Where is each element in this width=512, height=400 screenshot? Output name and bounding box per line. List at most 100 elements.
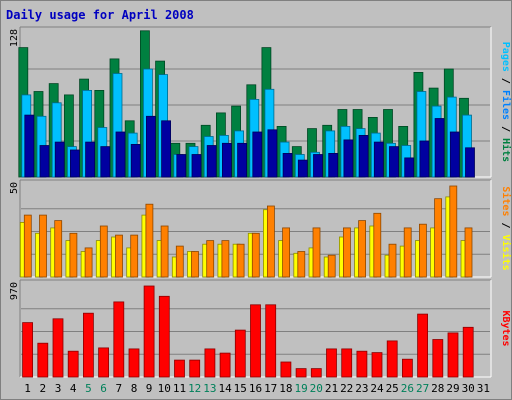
- series-label-part: /: [500, 72, 511, 90]
- x-tick-label-day-8: 8: [131, 382, 138, 395]
- bar-sites-day-6: [99, 225, 108, 278]
- bar-kbytes-day-29: [447, 332, 459, 378]
- series-label-part: Hits: [500, 138, 512, 162]
- bar-pages-day-28: [434, 118, 445, 178]
- x-tick-label-day-10: 10: [158, 382, 171, 395]
- bar-kbytes-day-17: [265, 304, 277, 378]
- bar-pages-day-12: [191, 154, 202, 178]
- bar-sites-day-23: [358, 220, 367, 278]
- bar-sites-day-21: [327, 254, 336, 278]
- bar-pages-day-16: [252, 131, 263, 178]
- bar-sites-day-25: [388, 243, 397, 278]
- bar-pages-day-5: [85, 141, 95, 178]
- series-label-part: /: [500, 120, 511, 138]
- bar-pages-day-10: [161, 120, 172, 178]
- bar-kbytes-day-14: [219, 352, 231, 378]
- bar-pages-day-29: [449, 131, 460, 178]
- bar-kbytes-day-22: [341, 348, 353, 378]
- bar-pages-day-6: [100, 146, 111, 178]
- series-label-part: Visits: [500, 235, 512, 271]
- bar-sites-day-12: [191, 251, 199, 278]
- bar-pages-day-14: [221, 142, 232, 178]
- panel-2-max-label: 970: [9, 282, 20, 300]
- bar-pages-day-24: [373, 141, 384, 178]
- bar-sites-day-11: [175, 245, 184, 278]
- chart-title: Daily usage for April 2008: [6, 8, 194, 22]
- x-tick-label-day-22: 22: [340, 382, 353, 395]
- bar-pages-day-9: [145, 115, 156, 178]
- x-tick-label-day-17: 17: [264, 382, 277, 395]
- bar-sites-day-4: [69, 232, 78, 278]
- x-tick-label-day-16: 16: [249, 382, 262, 395]
- bar-pages-day-20: [313, 154, 323, 178]
- bar-kbytes-day-3: [52, 318, 64, 378]
- x-tick-label-day-4: 4: [70, 382, 77, 395]
- x-tick-label-day-29: 29: [446, 382, 459, 395]
- bar-sites-day-14: [221, 240, 230, 278]
- bar-kbytes-day-20: [310, 368, 322, 378]
- x-tick-label-day-23: 23: [355, 382, 368, 395]
- series-label-part: Files: [500, 90, 512, 120]
- bar-kbytes-day-24: [371, 352, 383, 378]
- bar-sites-day-10: [160, 225, 169, 278]
- bar-pages-day-8: [130, 143, 141, 178]
- bar-sites-day-5: [84, 247, 93, 278]
- bar-kbytes-day-4: [67, 350, 79, 378]
- x-tick-label-day-24: 24: [370, 382, 384, 395]
- x-tick-label-day-27: 27: [416, 382, 429, 395]
- bar-kbytes-day-21: [326, 348, 337, 378]
- x-tick-label-day-1: 1: [24, 382, 31, 395]
- bar-pages-day-30: [465, 147, 475, 178]
- x-tick-label-day-31: 31: [477, 382, 490, 395]
- series-label-part: /: [500, 216, 511, 234]
- bar-pages-day-27: [419, 140, 430, 178]
- x-tick-label-day-14: 14: [218, 382, 232, 395]
- bar-pages-day-4: [70, 149, 80, 178]
- series-label-part: Sites: [500, 186, 512, 216]
- bar-sites-day-2: [39, 214, 47, 278]
- bar-pages-day-21: [328, 152, 339, 178]
- bar-sites-day-27: [418, 223, 427, 278]
- x-tick-label-day-28: 28: [431, 382, 444, 395]
- panel-1-max-label: 50: [9, 182, 20, 194]
- bar-kbytes-day-12: [189, 359, 201, 378]
- bar-pages-day-19: [297, 159, 308, 178]
- bar-sites-day-28: [434, 198, 443, 278]
- bar-kbytes-day-2: [37, 342, 49, 378]
- bar-kbytes-day-11: [174, 359, 185, 378]
- bar-kbytes-day-1: [22, 322, 34, 378]
- bar-pages-day-17: [267, 129, 278, 178]
- x-tick-label-day-11: 11: [173, 382, 186, 395]
- bar-sites-day-22: [342, 227, 351, 278]
- bar-kbytes-day-28: [432, 339, 444, 378]
- bar-pages-day-25: [389, 146, 399, 178]
- bar-kbytes-day-7: [113, 301, 125, 378]
- bar-sites-day-26: [403, 227, 412, 278]
- bar-sites-day-1: [23, 214, 32, 278]
- bar-sites-day-9: [145, 203, 154, 278]
- x-tick-label-day-15: 15: [234, 382, 247, 395]
- bar-sites-day-24: [373, 212, 382, 278]
- x-tick-label-day-30: 30: [462, 382, 475, 395]
- bar-sites-day-17: [266, 205, 275, 278]
- panel-0-series-label: Pages / Files / Hits: [500, 42, 512, 162]
- bar-pages-day-11: [176, 154, 187, 178]
- x-tick-label-day-13: 13: [203, 382, 216, 395]
- bar-kbytes-day-23: [356, 350, 368, 378]
- bar-kbytes-day-15: [234, 329, 246, 378]
- bar-kbytes-day-26: [401, 358, 413, 378]
- x-tick-label-day-2: 2: [39, 382, 46, 395]
- bar-sites-day-30: [464, 227, 473, 278]
- bar-kbytes-day-18: [280, 361, 292, 378]
- bar-sites-day-19: [297, 251, 306, 278]
- bar-kbytes-day-27: [417, 313, 429, 378]
- x-tick-label-day-21: 21: [325, 382, 338, 395]
- x-tick-label-day-12: 12: [188, 382, 201, 395]
- x-tick-label-day-9: 9: [146, 382, 153, 395]
- x-tick-label-day-20: 20: [310, 382, 323, 395]
- bar-pages-day-13: [206, 145, 217, 178]
- bar-sites-day-7: [115, 234, 123, 278]
- bar-sites-day-15: [236, 243, 245, 278]
- panel-2-series-label: KBytes: [500, 310, 511, 346]
- bar-pages-day-1: [24, 114, 35, 178]
